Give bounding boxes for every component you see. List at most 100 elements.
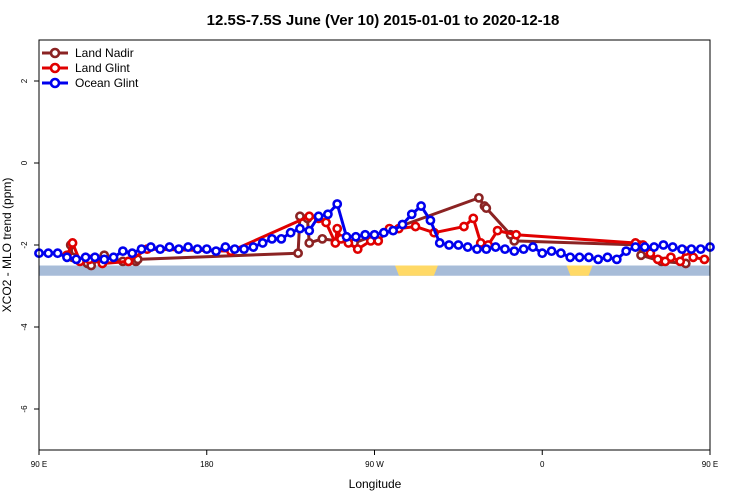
data-point [593, 254, 604, 265]
data-point [108, 252, 119, 263]
data-point [406, 209, 417, 220]
land-ocean-band [39, 265, 710, 276]
data-point [574, 252, 585, 263]
land-segment-0 [395, 265, 438, 276]
legend-item-0: Land Nadir [42, 46, 134, 60]
legend-label: Land Glint [75, 61, 130, 75]
data-point [425, 215, 436, 226]
data-point [304, 238, 315, 248]
x-tick-label: 90 E [31, 460, 47, 469]
ocean-band [39, 265, 710, 276]
legend-item-1: Land Glint [42, 61, 130, 75]
legend-marker [49, 62, 61, 74]
data-point [80, 252, 91, 263]
data-point [602, 252, 613, 263]
data-point [565, 252, 576, 263]
data-point [500, 244, 510, 254]
data-point [155, 244, 166, 254]
data-point [257, 238, 268, 248]
data-point [444, 240, 454, 250]
data-point [192, 244, 203, 254]
data-point [248, 242, 259, 252]
data-point [677, 244, 687, 254]
data-point [686, 244, 697, 254]
data-point [667, 242, 678, 252]
data-point [317, 233, 328, 244]
data-point [369, 229, 380, 240]
data-point [397, 219, 408, 230]
data-point [695, 244, 706, 254]
chart-title: 12.5S-7.5S June (Ver 10) 2015-01-01 to 2… [207, 12, 560, 29]
data-point [67, 238, 78, 248]
x-axis: 90 E 180 90 W 0 90 E [31, 450, 718, 469]
y-axis-label: XCO2 - MLO trend (ppm) [0, 178, 14, 313]
data-point [229, 244, 240, 254]
data-point [511, 229, 522, 240]
legend-label: Land Nadir [75, 46, 134, 60]
data-point [43, 248, 54, 259]
data-point [611, 254, 622, 265]
x-tick-label: 90 E [702, 460, 718, 469]
data-point [658, 240, 669, 250]
data-point [473, 192, 484, 203]
data-point [90, 252, 100, 263]
data-point [481, 244, 492, 254]
data-point [459, 221, 469, 232]
data-point [481, 203, 492, 213]
data-point [136, 244, 147, 254]
data-point [350, 231, 361, 242]
data-point [555, 248, 566, 259]
data-point [630, 242, 641, 252]
data-point [304, 225, 315, 236]
data-point [410, 221, 421, 232]
data-point [239, 244, 249, 254]
data-point [360, 229, 371, 240]
data-point [518, 244, 529, 254]
y-tick-label: -4 [20, 323, 29, 331]
data-point [321, 217, 331, 228]
data-point [285, 227, 296, 238]
data-point [71, 254, 82, 265]
data-point [652, 254, 663, 265]
data-point [416, 201, 426, 211]
series-2 [34, 199, 715, 265]
data-point [341, 231, 352, 242]
data-point [295, 223, 305, 234]
land-segment-1 [566, 265, 593, 276]
y-axis: 2 0 -2 -4 -6 [20, 78, 39, 413]
y-tick-label: -6 [20, 405, 29, 413]
data-point [649, 242, 659, 252]
data-point [332, 223, 343, 234]
legend-marker [49, 47, 61, 59]
data-point [276, 233, 287, 244]
legend-item-2: Ocean Glint [42, 76, 139, 90]
data-point [453, 240, 464, 250]
data-point [665, 252, 676, 263]
data-point [528, 242, 538, 252]
data-point [183, 242, 194, 252]
x-tick-label: 90 W [365, 460, 384, 469]
data-point [267, 233, 277, 244]
data-point [546, 246, 557, 257]
y-tick-label: 0 [20, 160, 29, 165]
data-point [492, 225, 503, 236]
data-point [304, 211, 315, 222]
data-point [490, 242, 501, 252]
data-point [323, 209, 333, 220]
legend-marker [49, 77, 61, 89]
data-point [313, 211, 324, 222]
data-point [220, 242, 231, 252]
x-axis-label: Longitude [349, 477, 402, 491]
data-point [688, 252, 699, 263]
data-point [621, 246, 632, 257]
data-point [378, 227, 389, 238]
x-tick-label: 180 [200, 460, 214, 469]
series-layer [34, 192, 715, 271]
data-point [509, 246, 520, 257]
data-point [468, 213, 479, 224]
data-point [145, 242, 156, 252]
data-point [462, 242, 473, 252]
data-point [62, 252, 72, 263]
